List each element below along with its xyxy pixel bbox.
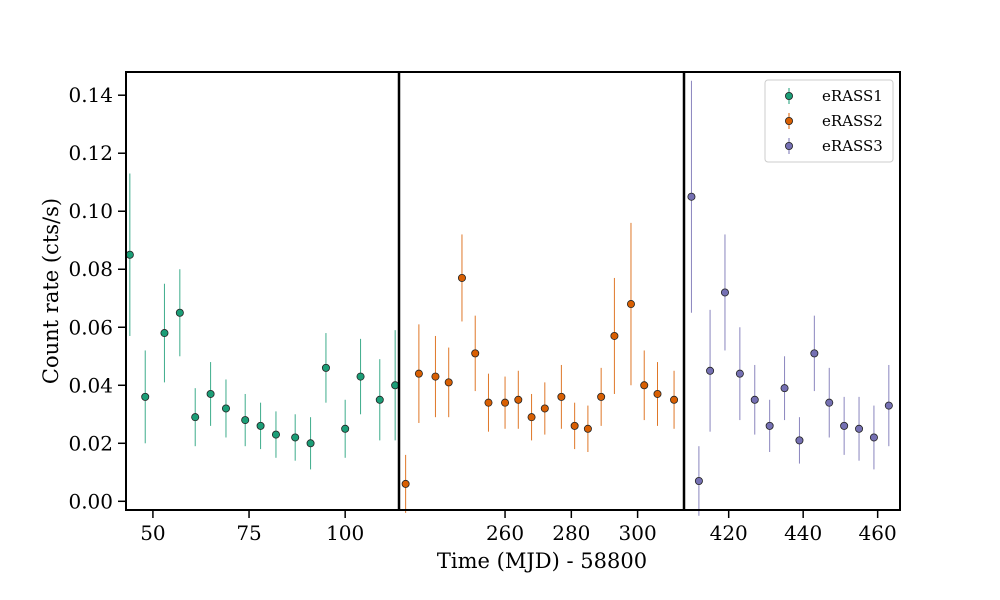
- data-point: [810, 349, 819, 358]
- x-axis: 50 75 100 260 280 300 420 440 460: [140, 510, 897, 545]
- data-point: [840, 421, 849, 430]
- data-point: [391, 381, 400, 390]
- data-point: [160, 329, 169, 338]
- series-eRASS3: [687, 80, 893, 516]
- legend: eRASS1 eRASS2 eRASS3: [764, 79, 894, 163]
- data-point: [256, 421, 265, 430]
- x-tick-label: 300: [619, 521, 657, 545]
- data-point: [321, 363, 330, 372]
- data-point: [501, 398, 510, 407]
- data-point: [884, 401, 893, 410]
- data-point: [375, 395, 384, 404]
- legend-marker: [785, 92, 794, 101]
- legend-marker: [785, 141, 794, 150]
- data-point: [869, 433, 878, 442]
- x-tick-label: 100: [326, 521, 364, 545]
- data-point: [125, 250, 134, 259]
- data-point: [141, 392, 150, 401]
- data-point: [540, 404, 549, 413]
- data-point: [175, 308, 184, 317]
- series-eRASS2: [401, 222, 679, 513]
- legend-label-eRASS3: eRASS3: [822, 137, 883, 155]
- data-point: [670, 395, 679, 404]
- data-point: [765, 421, 774, 430]
- y-tick-label: 0.00: [68, 489, 113, 513]
- y-tick-label: 0.12: [68, 141, 113, 165]
- data-point: [191, 413, 200, 422]
- x-tick-label: 280: [552, 521, 590, 545]
- legend-label-eRASS2: eRASS2: [822, 112, 883, 130]
- data-point: [484, 398, 493, 407]
- data-point: [653, 389, 662, 398]
- y-tick-label: 0.10: [68, 199, 113, 223]
- x-tick-label: 460: [859, 521, 897, 545]
- y-tick-label: 0.14: [68, 83, 113, 107]
- data-point: [825, 398, 834, 407]
- data-point: [401, 479, 410, 488]
- y-axis: 0.00 0.02 0.04 0.06 0.08 0.10 0.12 0.14: [68, 83, 126, 513]
- data-point: [795, 436, 804, 445]
- y-tick-label: 0.04: [68, 373, 113, 397]
- data-point: [557, 392, 566, 401]
- data-point: [694, 476, 703, 485]
- data-point: [444, 378, 453, 387]
- x-axis-label: Time (MJD) - 58800: [437, 549, 647, 573]
- data-point: [610, 331, 619, 340]
- data-point: [855, 424, 864, 433]
- x-tick-label: 260: [486, 521, 524, 545]
- data-point: [780, 384, 789, 393]
- data-point: [356, 372, 365, 381]
- data-point: [706, 366, 715, 375]
- legend-label-eRASS1: eRASS1: [822, 87, 883, 105]
- data-point: [206, 389, 215, 398]
- data-point: [241, 416, 250, 425]
- series-eRASS1: [125, 173, 400, 470]
- data-point: [720, 288, 729, 297]
- data-point: [626, 300, 635, 309]
- data-point: [291, 433, 300, 442]
- y-tick-label: 0.06: [68, 315, 113, 339]
- axes-frame: [125, 71, 901, 511]
- data-point: [457, 273, 466, 282]
- legend-marker: [785, 117, 794, 126]
- data-point: [431, 372, 440, 381]
- data-point: [750, 395, 759, 404]
- plot-border: [125, 71, 901, 511]
- y-tick-label: 0.02: [68, 431, 113, 455]
- data-point: [306, 439, 315, 448]
- x-tick-label: 420: [710, 521, 748, 545]
- data-point: [514, 395, 523, 404]
- data-point: [471, 349, 480, 358]
- x-tick-label: 75: [236, 521, 261, 545]
- x-tick-label: 440: [784, 521, 822, 545]
- data-point: [640, 381, 649, 390]
- y-axis-label: Count rate (cts/s): [39, 198, 63, 384]
- y-tick-label: 0.08: [68, 257, 113, 281]
- data-point: [527, 413, 536, 422]
- data-point: [570, 421, 579, 430]
- data-point: [735, 369, 744, 378]
- data-point: [687, 192, 696, 201]
- data-point: [583, 424, 592, 433]
- data-point: [271, 430, 280, 439]
- plot-area: [125, 80, 893, 516]
- legend-box: [764, 79, 894, 163]
- data-point: [414, 369, 423, 378]
- data-point: [597, 392, 606, 401]
- data-point: [221, 404, 230, 413]
- data-point: [341, 424, 350, 433]
- x-tick-label: 50: [140, 521, 165, 545]
